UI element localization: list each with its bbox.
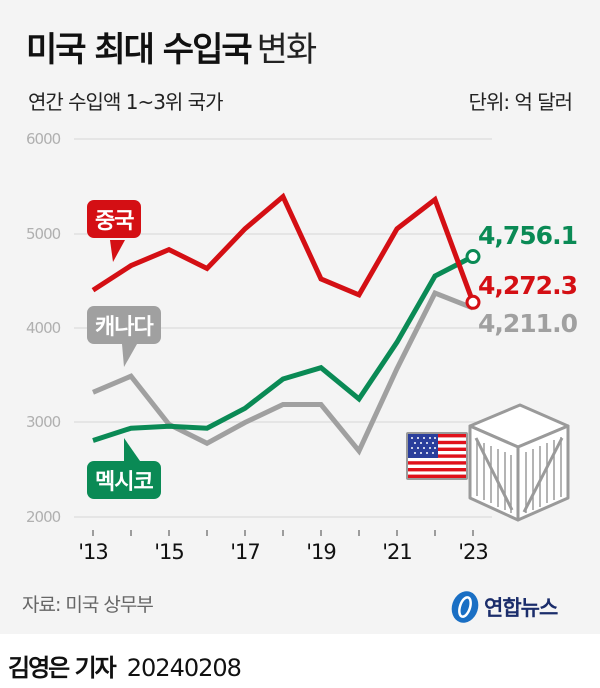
yonhap-logo-icon	[451, 591, 479, 623]
title-light: 변화	[256, 30, 318, 70]
unit-label: 단위: 억 달러	[468, 90, 573, 114]
x-tick-2019: '19	[306, 540, 336, 564]
bubble-pointer-china	[110, 240, 125, 262]
source-note: 자료: 미국 상무부	[22, 594, 154, 616]
y-tick-6000: 6000	[26, 130, 61, 148]
byline-date: 20240208	[126, 654, 242, 682]
y-tick-5000: 5000	[26, 225, 61, 243]
crate-icon	[468, 403, 570, 522]
end-value-mexico: 4,756.1	[478, 221, 578, 250]
end-marker-mexico	[465, 249, 481, 265]
label-canada: 캐나다	[87, 306, 161, 344]
byline: 김영은 기자 20240208	[8, 648, 242, 683]
title-bold: 미국 최대 수입국	[26, 30, 253, 70]
x-tick-2023: '23	[458, 540, 488, 564]
subtitle: 연간 수입액 1~3위 국가	[28, 90, 223, 114]
yonhap-logo-text: 연합뉴스	[484, 596, 558, 620]
y-tick-2000: 2000	[26, 508, 61, 526]
byline-name: 김영은 기자	[8, 654, 117, 682]
line-canada	[92, 289, 474, 456]
end-marker-china	[465, 294, 481, 310]
bubble-pointer-canada	[122, 344, 137, 367]
x-tick-2013: '13	[78, 540, 108, 564]
x-tick-marks	[92, 530, 474, 536]
grid-lines	[74, 138, 492, 518]
page-title: 미국 최대 수입국 변화	[26, 22, 318, 71]
line-china	[91, 192, 476, 304]
bubble-pointer-mexico	[124, 438, 140, 461]
y-tick-4000: 4000	[26, 319, 61, 337]
yonhap-logo: 연합뉴스	[450, 590, 558, 624]
end-value-canada: 4,211.0	[478, 309, 578, 338]
line-chart	[74, 138, 570, 536]
y-tick-3000: 3000	[26, 413, 61, 431]
x-tick-2021: '21	[382, 540, 412, 564]
x-tick-2017: '17	[230, 540, 260, 564]
label-mexico: 멕시코	[87, 461, 161, 499]
label-china: 중국	[87, 200, 142, 238]
end-value-china: 4,272.3	[478, 271, 578, 300]
us-flag-icon	[406, 432, 468, 480]
x-tick-2015: '15	[154, 540, 184, 564]
line-mexico	[92, 254, 475, 443]
